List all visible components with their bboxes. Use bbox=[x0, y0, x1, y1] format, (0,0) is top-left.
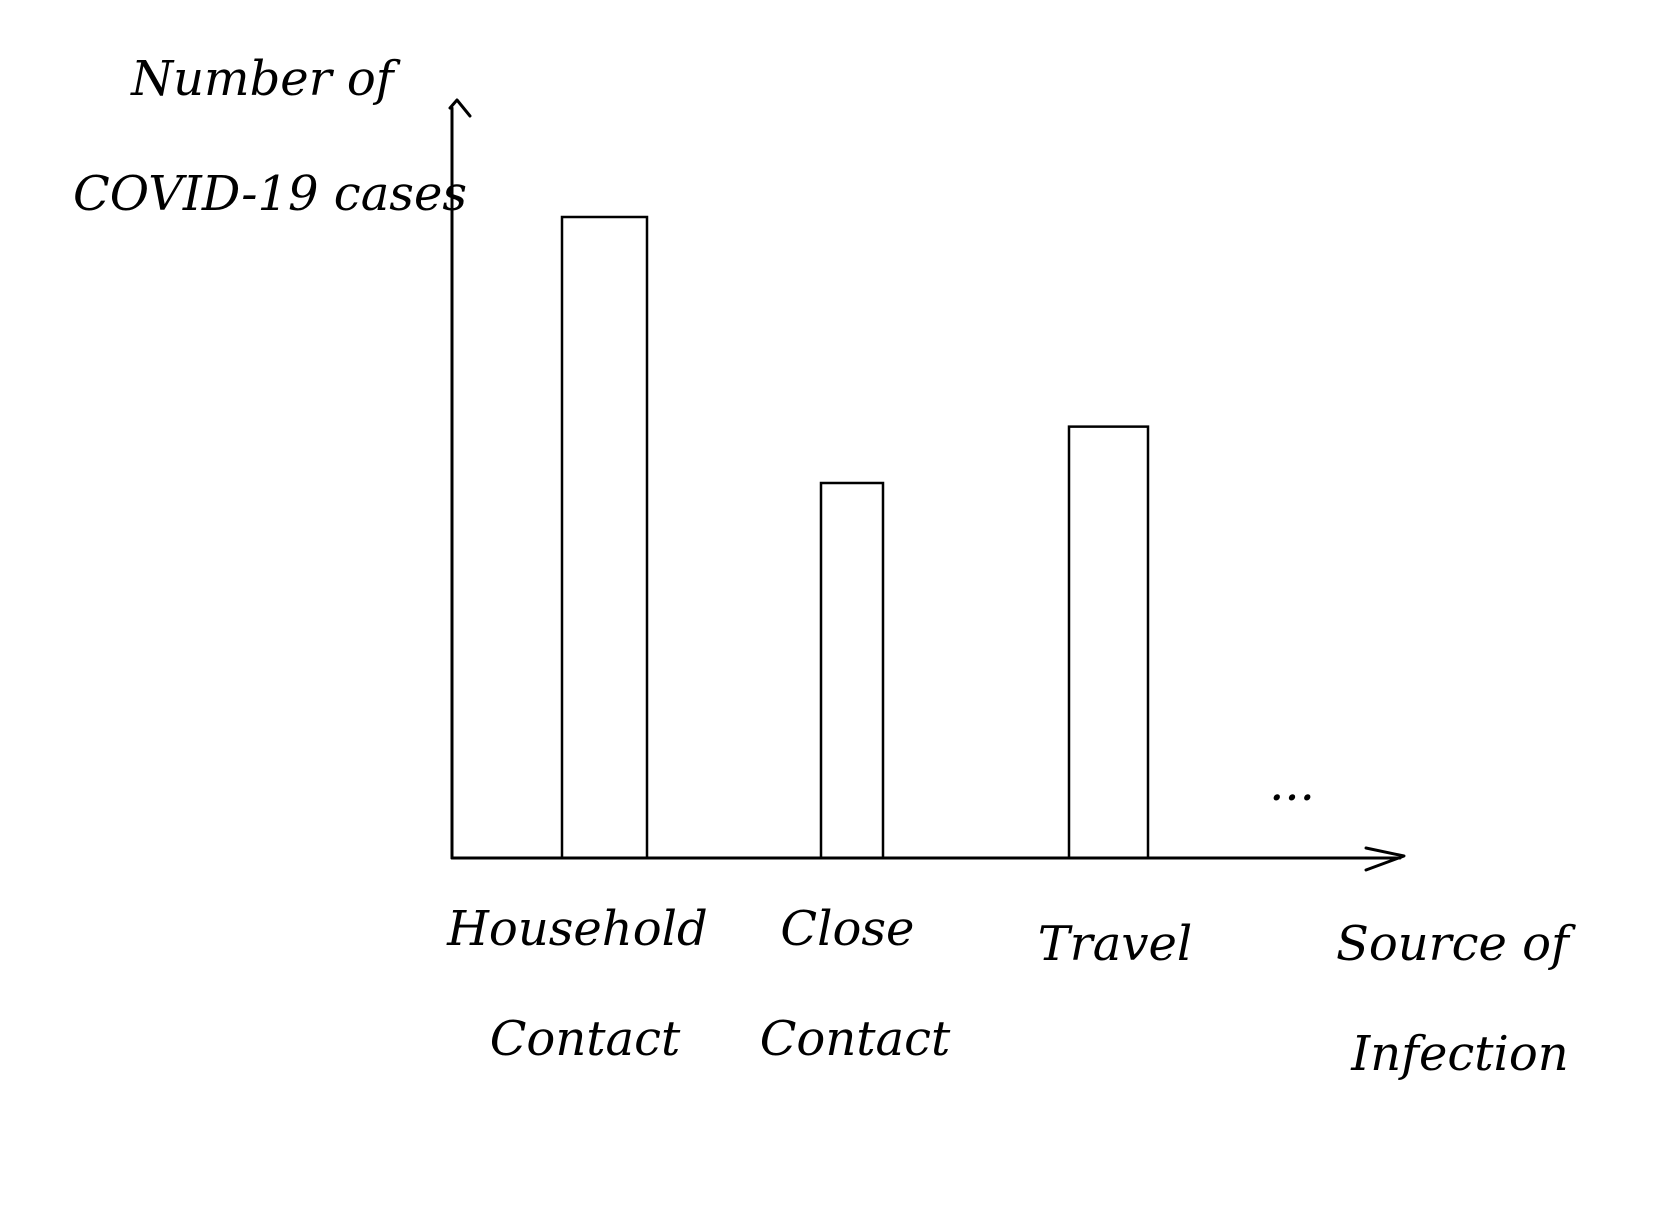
bar-household-contact bbox=[560, 215, 649, 858]
x-tick-label-close-contact-line-1: Close bbox=[780, 901, 914, 957]
x-tick-label-household-contact-line-2: Contact bbox=[490, 1011, 681, 1067]
x-axis-label-line-2: Infection bbox=[1350, 1026, 1568, 1082]
y-axis-label-line-2: COVID-19 cases bbox=[73, 166, 467, 222]
x-axis-label-line-1: Source of bbox=[1336, 916, 1576, 972]
x-tick-label-household-contact-line-1: Household bbox=[446, 901, 708, 957]
x-tick-label-close-contact: Close Contact bbox=[760, 901, 951, 1067]
y-axis-label: Number of COVID-19 cases bbox=[73, 51, 467, 222]
bar-travel bbox=[1067, 425, 1150, 858]
y-axis-label-line-1: Number of bbox=[130, 51, 401, 107]
x-axis-label: Source of Infection bbox=[1336, 916, 1584, 1082]
y-axis-arrowhead bbox=[448, 98, 472, 118]
bar-group bbox=[560, 215, 1150, 858]
x-tick-label-travel: Travel bbox=[1038, 916, 1192, 972]
x-axis-arrowhead bbox=[1364, 846, 1406, 872]
x-tick-label-household-contact: Household Contact bbox=[446, 901, 723, 1067]
bar-close-contact bbox=[819, 481, 885, 858]
continuation-mark: ... bbox=[1269, 756, 1315, 812]
x-tick-label-close-contact-line-2: Contact bbox=[760, 1011, 951, 1067]
x-tick-label-travel-line-1: Travel bbox=[1038, 916, 1192, 972]
